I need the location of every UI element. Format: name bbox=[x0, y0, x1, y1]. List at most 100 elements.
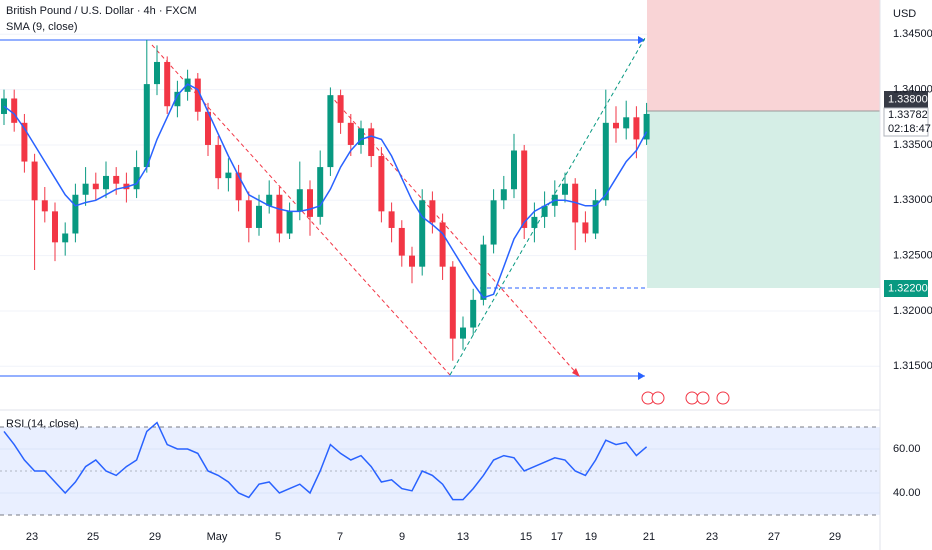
candle-body bbox=[439, 222, 446, 267]
event-icon[interactable] bbox=[716, 391, 730, 405]
countdown: 02:18:47 bbox=[888, 123, 931, 135]
candle-body bbox=[41, 200, 48, 212]
candle-body bbox=[205, 111, 211, 145]
candle-body bbox=[409, 255, 415, 267]
candle-body bbox=[286, 211, 293, 234]
candle-body bbox=[215, 144, 222, 179]
candle-body bbox=[541, 205, 548, 217]
candle-body bbox=[398, 227, 405, 256]
x-tick-label: 29 bbox=[149, 531, 161, 543]
x-tick-label: May bbox=[207, 531, 228, 543]
candle-body bbox=[154, 61, 160, 85]
x-tick-label: 23 bbox=[706, 531, 718, 543]
candle-body bbox=[307, 189, 313, 217]
y-tick-label: 1.33000 bbox=[893, 194, 932, 206]
x-tick-label: 9 bbox=[399, 531, 405, 543]
x-tick-label: 21 bbox=[643, 531, 655, 543]
candle-body bbox=[480, 244, 487, 300]
candle-body bbox=[31, 161, 38, 201]
candle-body bbox=[174, 91, 181, 107]
x-tick-label: 25 bbox=[87, 531, 99, 543]
candle-body bbox=[194, 78, 201, 112]
candle-body bbox=[419, 200, 426, 267]
candle-body bbox=[613, 122, 619, 129]
candle-body bbox=[11, 98, 18, 123]
last-price-label: 1.33782 bbox=[888, 109, 928, 121]
target-zone bbox=[647, 111, 880, 288]
x-tick-label: 7 bbox=[337, 531, 343, 543]
stop-price-label: 1.33800 bbox=[888, 93, 928, 105]
y-tick-label: 1.32000 bbox=[893, 305, 932, 317]
candle-body bbox=[460, 327, 466, 339]
chart-title: British Pound / U.S. Dollar · 4h · FXCM bbox=[6, 5, 197, 17]
event-icon[interactable] bbox=[651, 391, 665, 405]
candle-body bbox=[531, 216, 538, 228]
price-tag bbox=[883, 107, 929, 137]
candle-body bbox=[490, 200, 497, 245]
arrow-head bbox=[638, 36, 645, 44]
arrow-head bbox=[572, 368, 580, 377]
candle-body bbox=[449, 266, 456, 339]
candle-body bbox=[21, 122, 28, 162]
candle-body bbox=[52, 211, 58, 243]
candle-body bbox=[103, 175, 109, 190]
y-tick-label: 40.00 bbox=[893, 487, 921, 499]
candle-body bbox=[245, 200, 252, 228]
candle-body bbox=[62, 233, 69, 243]
candle-body bbox=[470, 299, 477, 328]
x-tick-label: 29 bbox=[829, 531, 841, 543]
candle-body bbox=[266, 194, 273, 206]
y-tick-label: 60.00 bbox=[893, 443, 921, 455]
y-tick-label: 1.33500 bbox=[893, 139, 932, 151]
sma-line bbox=[3, 83, 648, 299]
x-tick-label: 23 bbox=[26, 531, 38, 543]
legend-entry: RSI (14, close) bbox=[6, 418, 79, 430]
candle-body bbox=[143, 84, 150, 168]
x-tick-label: 5 bbox=[275, 531, 281, 543]
candle-body bbox=[327, 95, 334, 168]
candle-body bbox=[368, 128, 375, 157]
candle-body bbox=[235, 172, 242, 201]
candle-body bbox=[113, 175, 120, 184]
candle-body bbox=[378, 156, 385, 212]
legend-entry: SMA (9, close) bbox=[6, 21, 78, 33]
x-tick-label: 13 bbox=[457, 531, 469, 543]
candle-body bbox=[582, 222, 589, 234]
candle-body bbox=[92, 183, 99, 190]
candle-body bbox=[511, 150, 517, 190]
candle-body bbox=[256, 205, 262, 228]
candle-body bbox=[388, 211, 395, 228]
stop-zone bbox=[647, 0, 880, 111]
x-tick-label: 27 bbox=[768, 531, 780, 543]
candle-body bbox=[521, 150, 528, 228]
candle-body bbox=[296, 189, 303, 212]
event-icon[interactable] bbox=[696, 391, 710, 405]
rsi-line bbox=[3, 421, 648, 501]
candle-body bbox=[633, 117, 640, 140]
x-tick-label: 17 bbox=[551, 531, 563, 543]
candle-body bbox=[133, 167, 140, 190]
candle-body bbox=[623, 117, 630, 129]
price-tag bbox=[884, 91, 928, 108]
candle-body bbox=[592, 200, 599, 234]
target-price-label: 1.32200 bbox=[888, 282, 928, 294]
candle-body bbox=[225, 172, 232, 179]
candle-body bbox=[562, 183, 568, 195]
candle-body bbox=[358, 128, 364, 145]
x-tick-label: 19 bbox=[585, 531, 597, 543]
y-tick-label: 1.32500 bbox=[893, 250, 932, 262]
candle-body bbox=[276, 194, 283, 234]
candle-body bbox=[429, 200, 436, 223]
candle-body bbox=[317, 167, 324, 217]
candle-body bbox=[82, 183, 89, 195]
y-tick-label: 1.34000 bbox=[893, 84, 932, 96]
currency-label: USD bbox=[893, 8, 916, 20]
candle-body bbox=[602, 122, 609, 201]
y-tick-label: 1.31500 bbox=[893, 360, 932, 372]
price-tag bbox=[884, 280, 928, 297]
event-icon[interactable] bbox=[685, 391, 699, 405]
candle-body bbox=[500, 189, 507, 201]
trend-line bbox=[449, 37, 646, 376]
